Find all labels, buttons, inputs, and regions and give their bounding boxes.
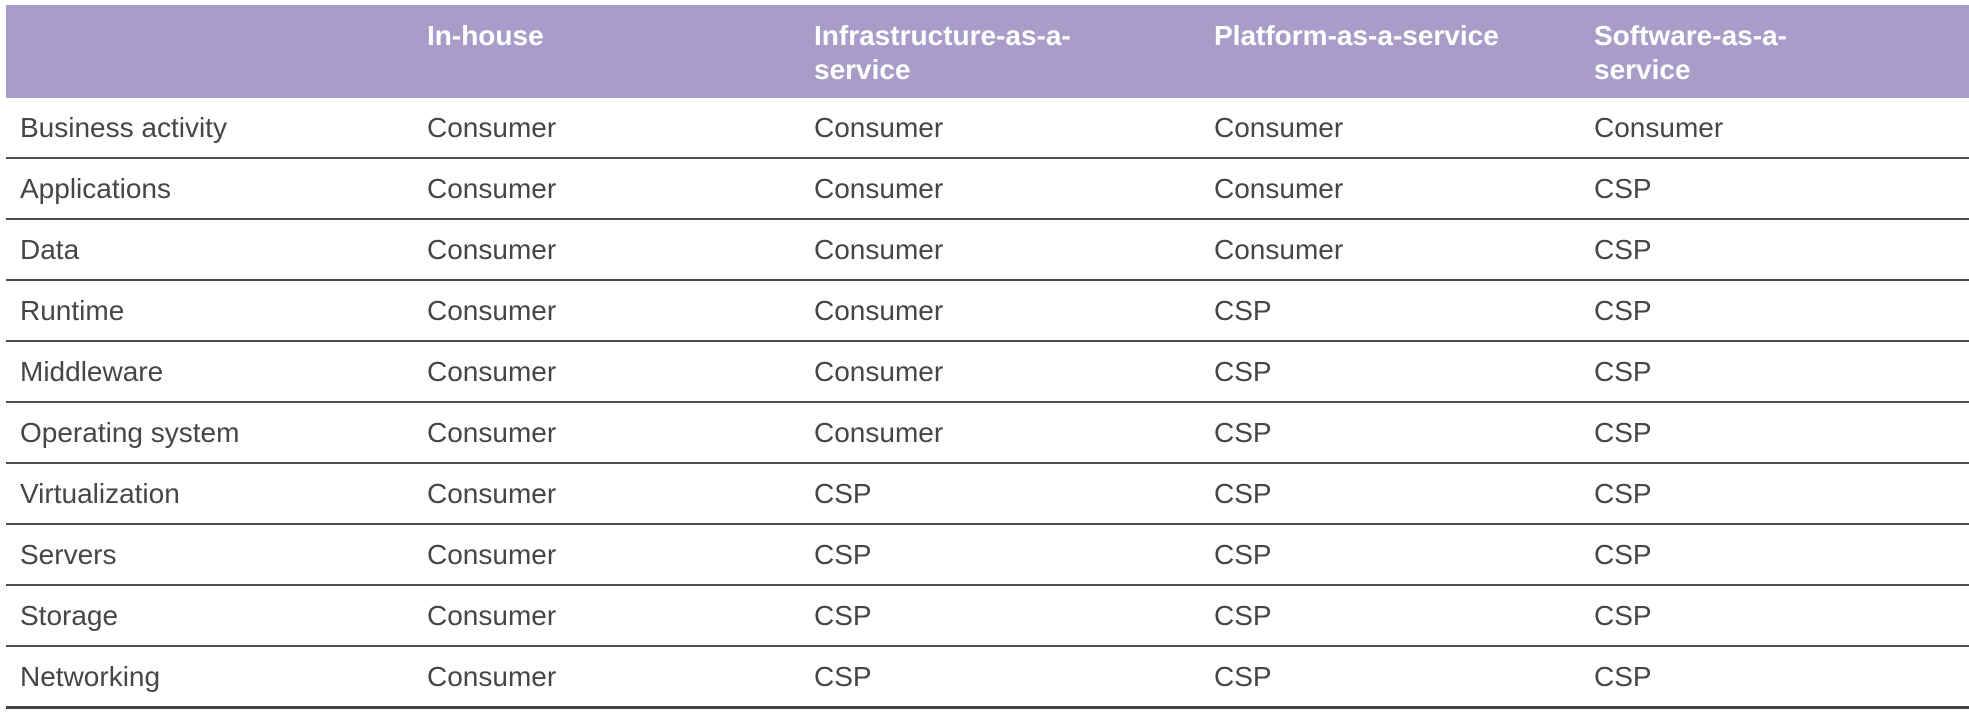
- cell-value: Consumer: [413, 646, 800, 709]
- cell-value: CSP: [800, 585, 1200, 647]
- cell-value: CSP: [800, 463, 1200, 525]
- table-row-middleware: Middleware Consumer Consumer CSP CSP: [6, 341, 1969, 403]
- cell-value: Consumer: [800, 402, 1200, 464]
- cell-value: Consumer: [1200, 219, 1580, 281]
- table-row-virtualization: Virtualization Consumer CSP CSP CSP: [6, 463, 1969, 525]
- cell-value: Consumer: [800, 280, 1200, 342]
- cell-value: CSP: [1580, 280, 1969, 342]
- cell-value: Consumer: [413, 341, 800, 403]
- cell-value: Consumer: [1200, 158, 1580, 220]
- row-label: Business activity: [6, 98, 413, 159]
- cell-value: CSP: [1200, 280, 1580, 342]
- cell-value: Consumer: [413, 219, 800, 281]
- cell-value: Consumer: [413, 98, 800, 159]
- header-row: In-house Infrastructure-as-a- service Pl…: [6, 5, 1969, 98]
- cell-value: CSP: [1200, 585, 1580, 647]
- cell-value: Consumer: [1200, 98, 1580, 159]
- row-label: Virtualization: [6, 463, 413, 525]
- cell-value: Consumer: [413, 524, 800, 586]
- cloud-responsibility-table: In-house Infrastructure-as-a- service Pl…: [6, 5, 1969, 709]
- table-row-applications: Applications Consumer Consumer Consumer …: [6, 158, 1969, 220]
- cell-value: CSP: [1200, 646, 1580, 709]
- cell-value: Consumer: [1580, 98, 1969, 159]
- cell-value: CSP: [1580, 158, 1969, 220]
- cell-value: CSP: [1580, 341, 1969, 403]
- cell-value: Consumer: [800, 98, 1200, 159]
- cell-value: CSP: [1200, 402, 1580, 464]
- table-row-runtime: Runtime Consumer Consumer CSP CSP: [6, 280, 1969, 342]
- table-row-operating-system: Operating system Consumer Consumer CSP C…: [6, 402, 1969, 464]
- cell-value: CSP: [1580, 402, 1969, 464]
- row-label: Networking: [6, 646, 413, 709]
- table-row-servers: Servers Consumer CSP CSP CSP: [6, 524, 1969, 586]
- cell-value: CSP: [1580, 646, 1969, 709]
- cell-value: Consumer: [413, 158, 800, 220]
- cell-value: Consumer: [413, 280, 800, 342]
- header-corner-cell: [6, 5, 413, 98]
- cell-value: Consumer: [413, 585, 800, 647]
- cell-value: CSP: [800, 646, 1200, 709]
- cell-value: CSP: [800, 524, 1200, 586]
- cell-value: Consumer: [413, 463, 800, 525]
- cell-value: CSP: [1580, 524, 1969, 586]
- table-row-storage: Storage Consumer CSP CSP CSP: [6, 585, 1969, 647]
- cell-value: CSP: [1200, 524, 1580, 586]
- cell-value: CSP: [1580, 219, 1969, 281]
- table-row-data: Data Consumer Consumer Consumer CSP: [6, 219, 1969, 281]
- table-row-business-activity: Business activity Consumer Consumer Cons…: [6, 98, 1969, 159]
- cell-value: Consumer: [800, 341, 1200, 403]
- cell-value: CSP: [1200, 463, 1580, 525]
- cell-value: Consumer: [800, 158, 1200, 220]
- cell-value: CSP: [1580, 585, 1969, 647]
- row-label: Middleware: [6, 341, 413, 403]
- cell-value: CSP: [1580, 463, 1969, 525]
- cell-value: Consumer: [413, 402, 800, 464]
- header-infrastructure-as-a-service: Infrastructure-as-a- service: [800, 5, 1200, 98]
- cell-value: Consumer: [800, 219, 1200, 281]
- header-in-house: In-house: [413, 5, 800, 98]
- row-label: Applications: [6, 158, 413, 220]
- header-platform-as-a-service: Platform-as-a-service: [1200, 5, 1580, 98]
- cell-value: CSP: [1200, 341, 1580, 403]
- row-label: Data: [6, 219, 413, 281]
- row-label: Operating system: [6, 402, 413, 464]
- row-label: Runtime: [6, 280, 413, 342]
- row-label: Storage: [6, 585, 413, 647]
- header-software-as-a-service: Software-as-a- service: [1580, 5, 1969, 98]
- table-row-networking: Networking Consumer CSP CSP CSP: [6, 646, 1969, 709]
- row-label: Servers: [6, 524, 413, 586]
